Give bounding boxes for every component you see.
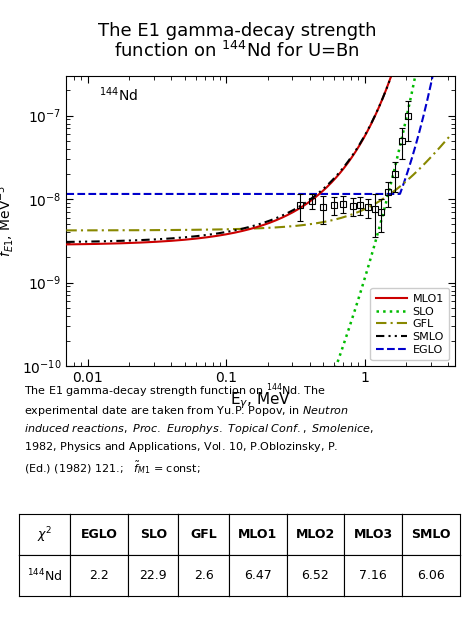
SLO bbox=[379, 216, 384, 223]
Legend: MLO1, SLO, GFL, SMLO, EGLO: MLO1, SLO, GFL, SMLO, EGLO bbox=[370, 288, 449, 360]
GFL bbox=[439, 141, 445, 149]
Text: GFL: GFL bbox=[190, 528, 217, 541]
Text: 22.9: 22.9 bbox=[139, 569, 167, 582]
SMLO bbox=[64, 238, 69, 245]
MLO1 bbox=[379, 97, 384, 105]
MLO1 bbox=[292, 207, 298, 215]
MLO1 bbox=[248, 225, 254, 232]
SLO bbox=[292, 471, 298, 479]
X-axis label: E$_{\gamma}$, MeV: E$_{\gamma}$, MeV bbox=[230, 391, 291, 411]
GFL bbox=[448, 131, 454, 139]
Text: 2.6: 2.6 bbox=[194, 569, 213, 582]
SLO bbox=[246, 581, 252, 589]
Text: 6.47: 6.47 bbox=[244, 569, 272, 582]
EGLO bbox=[248, 190, 254, 198]
Y-axis label: $\tilde{f}_{E1}$, MeV$^{-3}$: $\tilde{f}_{E1}$, MeV$^{-3}$ bbox=[0, 185, 16, 257]
SMLO bbox=[272, 215, 277, 223]
SMLO bbox=[379, 97, 384, 105]
Text: SMLO: SMLO bbox=[411, 528, 451, 541]
EGLO bbox=[246, 190, 252, 198]
EGLO bbox=[292, 190, 298, 198]
SLO bbox=[248, 575, 254, 583]
MLO1 bbox=[272, 217, 277, 225]
SMLO bbox=[292, 205, 298, 213]
Text: EGLO: EGLO bbox=[81, 528, 118, 541]
GFL bbox=[248, 225, 254, 232]
EGLO bbox=[379, 190, 384, 198]
Line: GFL: GFL bbox=[66, 135, 451, 230]
Text: $^{144}$Nd: $^{144}$Nd bbox=[99, 85, 138, 104]
GFL bbox=[246, 225, 252, 232]
Line: SMLO: SMLO bbox=[66, 0, 451, 242]
Line: SLO: SLO bbox=[66, 0, 451, 631]
Text: $^{144}$Nd: $^{144}$Nd bbox=[27, 567, 63, 584]
GFL bbox=[292, 222, 298, 230]
SMLO bbox=[248, 223, 254, 230]
SMLO bbox=[246, 223, 252, 231]
Text: $\chi^2$: $\chi^2$ bbox=[37, 525, 52, 545]
Line: MLO1: MLO1 bbox=[66, 0, 451, 244]
EGLO bbox=[272, 190, 277, 198]
Text: 6.06: 6.06 bbox=[417, 569, 445, 582]
Text: The E1 gamma-decay strength function on $^{144}$Nd. The
experimental date are ta: The E1 gamma-decay strength function on … bbox=[24, 382, 373, 476]
MLO1 bbox=[246, 225, 252, 233]
GFL bbox=[64, 227, 69, 234]
Text: 7.16: 7.16 bbox=[359, 569, 387, 582]
EGLO bbox=[64, 190, 69, 198]
Text: 6.52: 6.52 bbox=[301, 569, 329, 582]
GFL bbox=[379, 196, 384, 204]
Text: MLO1: MLO1 bbox=[238, 528, 277, 541]
Text: SLO: SLO bbox=[140, 528, 167, 541]
EGLO bbox=[439, 27, 445, 35]
Text: The E1 gamma-decay strength: The E1 gamma-decay strength bbox=[98, 22, 376, 40]
Text: function on $^{144}$Nd for U=Bn: function on $^{144}$Nd for U=Bn bbox=[114, 41, 360, 61]
MLO1 bbox=[64, 240, 69, 248]
SLO bbox=[272, 522, 277, 529]
GFL bbox=[272, 224, 277, 232]
Text: 2.2: 2.2 bbox=[89, 569, 109, 582]
Text: MLO3: MLO3 bbox=[354, 528, 393, 541]
Line: EGLO: EGLO bbox=[66, 0, 451, 194]
Text: MLO2: MLO2 bbox=[296, 528, 335, 541]
